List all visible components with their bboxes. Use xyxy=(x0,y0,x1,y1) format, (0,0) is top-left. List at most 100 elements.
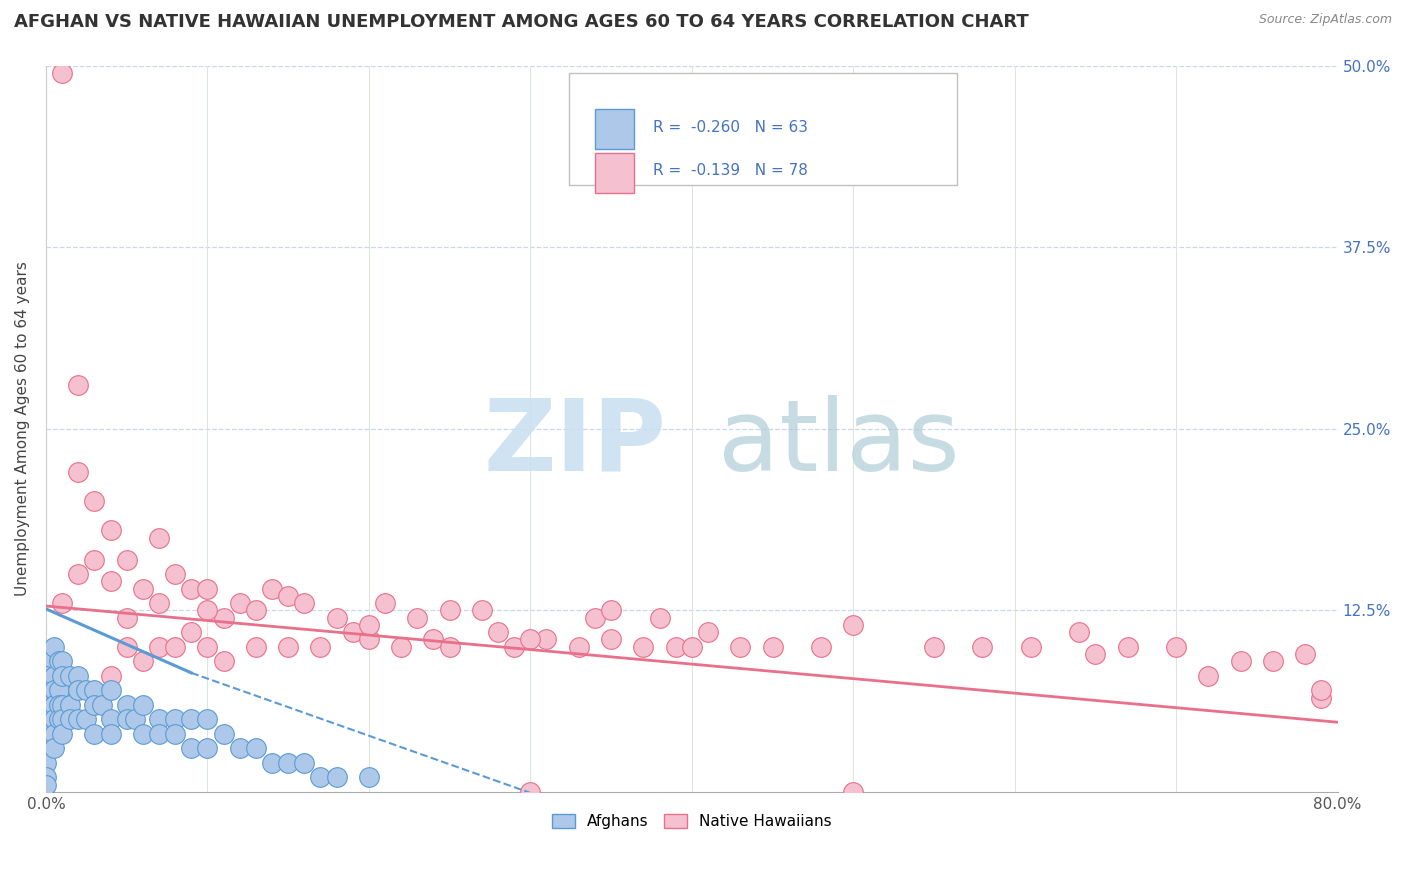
Text: Source: ZipAtlas.com: Source: ZipAtlas.com xyxy=(1258,13,1392,27)
Point xyxy=(100,524,122,538)
Point xyxy=(1198,669,1220,683)
Point xyxy=(1310,683,1333,698)
Point xyxy=(245,640,267,654)
Point xyxy=(197,603,219,617)
Point xyxy=(67,712,90,726)
Point xyxy=(600,632,623,647)
Point xyxy=(42,727,65,741)
Point xyxy=(406,610,429,624)
Point xyxy=(1019,640,1042,654)
Point xyxy=(519,632,541,647)
Point xyxy=(697,625,720,640)
Point xyxy=(600,603,623,617)
Point xyxy=(633,640,655,654)
Point xyxy=(35,712,58,726)
Point xyxy=(100,727,122,741)
Point xyxy=(292,596,315,610)
Legend: Afghans, Native Hawaiians: Afghans, Native Hawaiians xyxy=(546,808,838,835)
Point xyxy=(48,712,70,726)
Point xyxy=(761,640,783,654)
Point xyxy=(67,378,90,392)
Point xyxy=(35,727,58,741)
Point xyxy=(83,683,105,698)
Point xyxy=(75,712,97,726)
Point xyxy=(83,727,105,741)
Point xyxy=(1310,690,1333,705)
Point xyxy=(180,741,202,756)
Point xyxy=(212,610,235,624)
Point xyxy=(165,712,187,726)
Point xyxy=(51,712,73,726)
Text: R =  -0.139   N = 78: R = -0.139 N = 78 xyxy=(652,163,808,178)
Point xyxy=(260,756,283,770)
Point xyxy=(842,785,865,799)
Point xyxy=(245,741,267,756)
Point xyxy=(197,582,219,596)
Point xyxy=(197,712,219,726)
Point xyxy=(115,640,138,654)
Point xyxy=(374,596,396,610)
Point xyxy=(197,640,219,654)
Point xyxy=(228,741,250,756)
Point xyxy=(100,683,122,698)
Point xyxy=(48,698,70,712)
Point xyxy=(728,640,751,654)
Point xyxy=(325,610,347,624)
Point xyxy=(309,640,332,654)
Point xyxy=(115,698,138,712)
Point xyxy=(519,785,541,799)
Text: ZIP: ZIP xyxy=(484,395,666,491)
Point xyxy=(922,640,945,654)
Point xyxy=(59,669,82,683)
Point xyxy=(197,741,219,756)
Point xyxy=(132,582,155,596)
Point xyxy=(35,741,58,756)
Point xyxy=(35,669,58,683)
Point xyxy=(292,756,315,770)
Point xyxy=(277,640,299,654)
Point xyxy=(148,531,170,545)
Point xyxy=(83,494,105,508)
Text: atlas: atlas xyxy=(717,395,959,491)
Bar xyxy=(569,73,956,186)
Point xyxy=(35,771,58,785)
Point xyxy=(148,596,170,610)
Point xyxy=(1069,625,1091,640)
Point xyxy=(100,574,122,589)
Point xyxy=(115,712,138,726)
Point xyxy=(148,640,170,654)
Point xyxy=(1229,654,1251,668)
Point xyxy=(35,683,58,698)
Point xyxy=(342,625,364,640)
Point xyxy=(1166,640,1188,654)
Point xyxy=(503,640,526,654)
Point xyxy=(357,618,380,632)
Point xyxy=(42,669,65,683)
Point xyxy=(42,640,65,654)
Point xyxy=(148,727,170,741)
Point xyxy=(1084,647,1107,661)
Point xyxy=(132,654,155,668)
Point xyxy=(486,625,509,640)
Point xyxy=(842,618,865,632)
Point xyxy=(51,596,73,610)
Point xyxy=(59,698,82,712)
Point xyxy=(67,669,90,683)
Point xyxy=(35,698,58,712)
Y-axis label: Unemployment Among Ages 60 to 64 years: Unemployment Among Ages 60 to 64 years xyxy=(15,261,30,596)
Point xyxy=(648,610,671,624)
Text: R =  -0.260   N = 63: R = -0.260 N = 63 xyxy=(652,120,808,135)
Point xyxy=(148,712,170,726)
Point xyxy=(51,654,73,668)
Point xyxy=(180,582,202,596)
Point xyxy=(568,640,591,654)
Point xyxy=(665,640,688,654)
Point xyxy=(132,698,155,712)
Point xyxy=(277,756,299,770)
Point xyxy=(439,640,461,654)
Point xyxy=(51,727,73,741)
Point xyxy=(67,567,90,582)
Point xyxy=(536,632,558,647)
Point xyxy=(59,712,82,726)
Point xyxy=(83,552,105,566)
